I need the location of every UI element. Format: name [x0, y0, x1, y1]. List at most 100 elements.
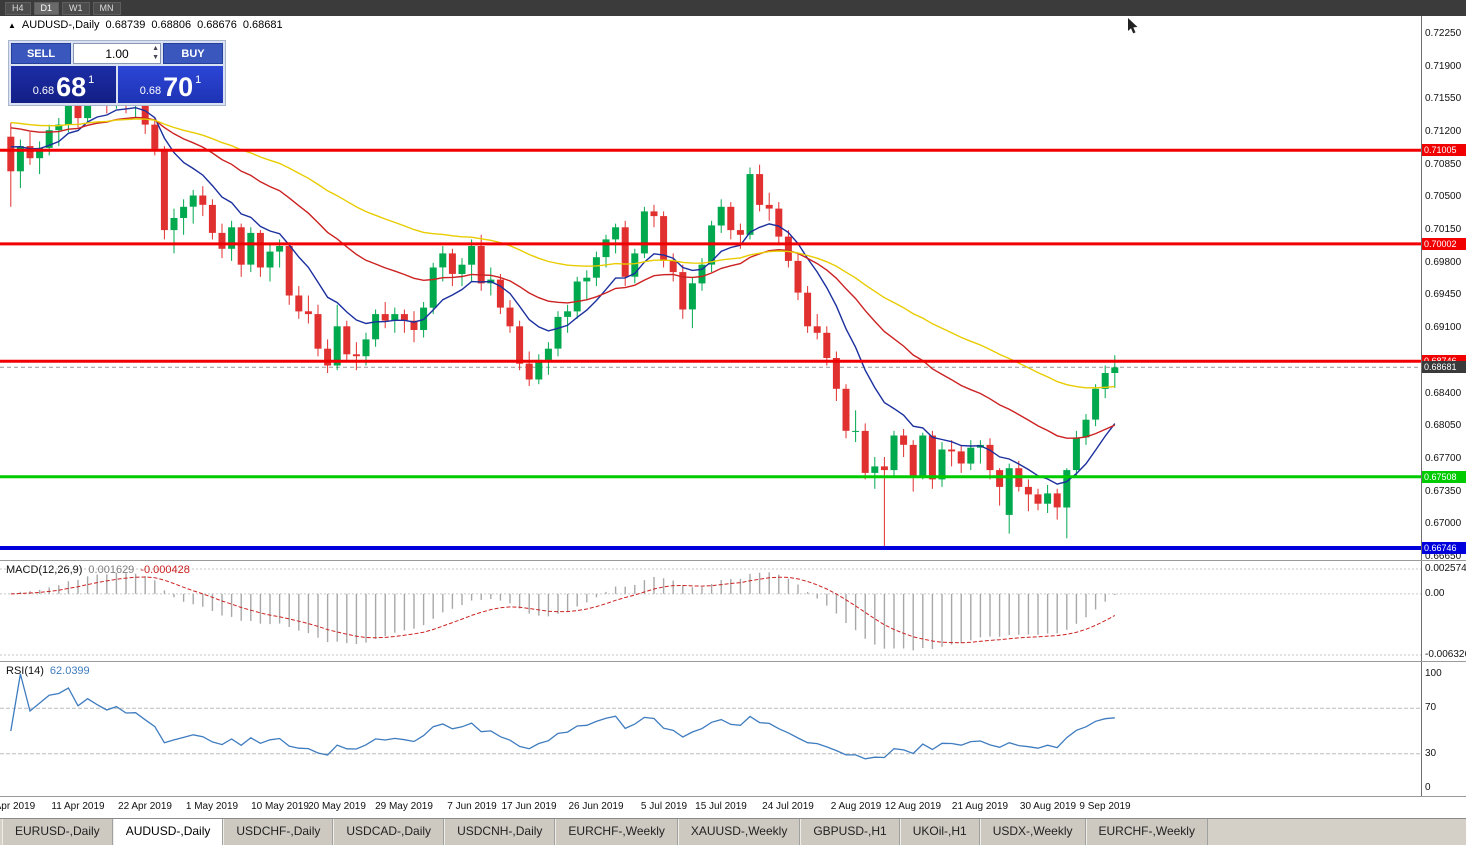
candle-body: [650, 211, 658, 217]
timeframe-button-mn[interactable]: MN: [92, 1, 121, 15]
ma-slow-line: [10, 118, 1115, 389]
candle-body: [861, 430, 869, 473]
candle-body: [180, 206, 188, 218]
price-axis-label: 0.70150: [1425, 224, 1462, 235]
candle-body: [852, 430, 860, 432]
candle-body: [477, 246, 485, 284]
buy-button[interactable]: BUY: [163, 43, 223, 64]
chart-tab-xauusd-weekly[interactable]: XAUUSD-,Weekly: [677, 819, 801, 845]
candle-body: [832, 358, 840, 389]
macd-chart[interactable]: [0, 561, 1421, 662]
price-axis-label: 0.69800: [1425, 257, 1462, 268]
candle-body: [535, 359, 543, 380]
macd-histogram: [19, 572, 1116, 651]
collapse-trade-panel-icon[interactable]: ▲: [8, 20, 16, 30]
candle-body: [151, 124, 159, 149]
date-label: 11 Apr 2019: [51, 801, 105, 812]
buy-price-button[interactable]: 0.68 70 1: [118, 66, 223, 103]
candle-body: [688, 283, 696, 310]
candle-body: [919, 435, 927, 476]
candle-body: [765, 204, 773, 209]
candle-body: [967, 447, 975, 464]
price-axis-label: 0.71900: [1425, 61, 1462, 72]
volume-up-icon[interactable]: ▲: [152, 45, 159, 52]
rsi-axis-label: 30: [1425, 748, 1437, 759]
date-label: 1 May 2019: [185, 801, 239, 812]
volume-stepper[interactable]: 1.00 ▲ ▼: [73, 43, 161, 64]
price-level-badge: 0.67508: [1422, 471, 1466, 483]
candle-body: [948, 449, 956, 452]
date-label: 17 Jun 2019: [501, 801, 557, 812]
candle-body: [727, 206, 735, 231]
chart-tab-audusd-daily[interactable]: AUDUSD-,Daily: [112, 819, 224, 845]
candle-body: [890, 435, 898, 471]
candle-body: [583, 277, 591, 282]
date-label: 7 Jun 2019: [447, 801, 497, 812]
rsi-line: [10, 673, 1115, 760]
volume-spinner[interactable]: ▲ ▼: [152, 44, 159, 62]
candle-body: [996, 470, 1004, 487]
sell-price-prefix: 0.68: [32, 85, 55, 97]
candle-body: [304, 311, 312, 315]
buy-price-pipette: 1: [195, 74, 202, 86]
chart-tab-usdcad-daily[interactable]: USDCAD-,Daily: [333, 819, 445, 845]
candle-body: [1101, 373, 1109, 389]
chart-tab-usdx-weekly[interactable]: USDX-,Weekly: [979, 819, 1086, 845]
candle-body: [669, 260, 677, 273]
sell-button[interactable]: SELL: [11, 43, 71, 64]
rsi-axis-label: 0: [1425, 782, 1431, 793]
candle-body: [170, 218, 178, 231]
macd-axis: 0.002574 0.00 -0.006326: [1421, 561, 1466, 661]
macd-signal-value: -0.000428: [140, 564, 190, 576]
candle-body: [1053, 493, 1061, 508]
price-axis-label: 0.68400: [1425, 388, 1462, 399]
candle-body: [55, 124, 63, 131]
rsi-value: 62.0399: [49, 665, 90, 677]
candle-body: [362, 339, 370, 357]
timeframe-button-w1[interactable]: W1: [62, 1, 90, 15]
candle-body: [1111, 367, 1119, 373]
candle-body: [141, 102, 149, 125]
volume-value[interactable]: 1.00: [105, 46, 129, 61]
chart-tab-ukoil-h1[interactable]: UKOil-,H1: [899, 819, 980, 845]
chart-tab-eurchf-weekly[interactable]: EURCHF-,Weekly: [1085, 819, 1208, 845]
candle-body: [756, 174, 764, 205]
candle-body: [631, 253, 639, 277]
date-label: 26 Jun 2019: [568, 801, 624, 812]
ohlc-close: 0.68681: [242, 19, 283, 31]
chart-tab-usdcnh-daily[interactable]: USDCNH-,Daily: [444, 819, 556, 845]
candle-body: [468, 246, 476, 265]
sell-price-button[interactable]: 0.68 68 1: [11, 66, 116, 103]
candle-body: [36, 147, 44, 159]
chart-tab-eurchf-weekly[interactable]: EURCHF-,Weekly: [555, 819, 678, 845]
candle-body: [823, 332, 831, 358]
candle-body: [314, 314, 322, 349]
timeframe-button-h4[interactable]: H4: [5, 1, 31, 15]
candle-body: [1044, 493, 1052, 504]
date-label: 30 Aug 2019: [1019, 801, 1077, 812]
candle-body: [324, 348, 332, 366]
candle-body: [640, 211, 648, 254]
macd-main-value: 0.001629: [88, 564, 135, 576]
volume-down-icon[interactable]: ▼: [152, 54, 159, 61]
chart-tab-eurusd-daily[interactable]: EURUSD-,Daily: [2, 819, 113, 845]
candle-body: [746, 174, 754, 235]
timeframe-toolbar: H4 D1 W1 MN: [0, 0, 1466, 16]
candle-body: [871, 466, 879, 473]
rsi-chart[interactable]: [0, 662, 1421, 797]
candle-body: [1034, 494, 1042, 504]
candle-body: [208, 204, 216, 233]
candle-body: [429, 267, 437, 308]
chart-tab-usdchf-daily[interactable]: USDCHF-,Daily: [223, 819, 334, 845]
date-label: 5 Jul 2019: [640, 801, 688, 812]
macd-signal-line: [10, 576, 1116, 644]
timeframe-button-d1[interactable]: D1: [33, 1, 60, 15]
chart-tab-gbpusd-h1[interactable]: GBPUSD-,H1: [800, 819, 900, 845]
macd-indicator-panel: 0.002574 0.00 -0.006326 MACD(12,26,9) 0.00…: [0, 561, 1466, 662]
candle-body: [64, 96, 72, 125]
candle-body: [813, 326, 821, 333]
candle-body: [842, 388, 850, 431]
price-axis-label: 0.72250: [1425, 28, 1462, 39]
price-axis-label: 0.69100: [1425, 322, 1462, 333]
